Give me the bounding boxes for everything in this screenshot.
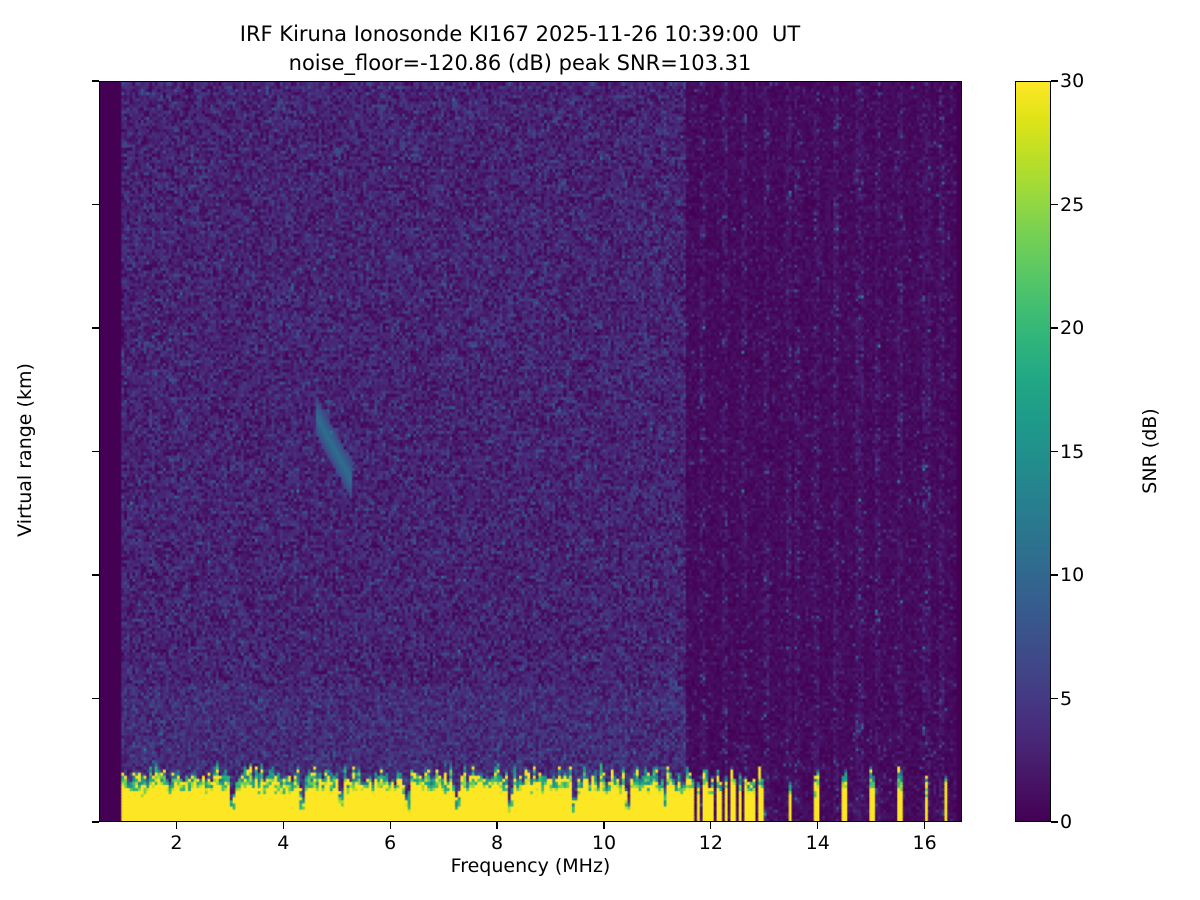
x-axis-label: Frequency (MHz) bbox=[450, 855, 611, 877]
x-tick-label: 2 bbox=[170, 832, 183, 854]
y-tick-mark bbox=[92, 821, 99, 823]
x-tick-label: 8 bbox=[491, 832, 504, 854]
y-tick-mark bbox=[92, 80, 99, 82]
x-tick-mark bbox=[389, 822, 391, 829]
x-tick-label: 6 bbox=[384, 832, 397, 854]
colorbar bbox=[1015, 81, 1051, 822]
y-tick-mark bbox=[92, 450, 99, 453]
x-tick-label: 12 bbox=[698, 832, 723, 854]
y-tick-mark bbox=[92, 697, 99, 700]
colorbar-tick-label: 20 bbox=[1060, 317, 1085, 339]
colorbar-tick-label: 0 bbox=[1060, 811, 1073, 833]
title-line-1: IRF Kiruna Ionosonde KI167 2025-11-26 10… bbox=[239, 22, 801, 46]
x-tick-label: 10 bbox=[591, 832, 617, 854]
colorbar-tick-label: 15 bbox=[1060, 440, 1085, 463]
x-tick-mark bbox=[603, 822, 605, 829]
y-tick-mark bbox=[92, 574, 99, 576]
colorbar-tick-mark bbox=[1051, 821, 1058, 823]
x-tick-label: 14 bbox=[805, 832, 830, 854]
y-axis-label: Virtual range (km) bbox=[14, 363, 36, 537]
ionogram-plot-area bbox=[99, 81, 962, 822]
ionogram-heatmap bbox=[100, 82, 961, 821]
title-line-2: noise_floor=-120.86 (dB) peak SNR=103.31 bbox=[288, 51, 752, 75]
x-tick-mark bbox=[282, 822, 284, 829]
colorbar-tick-label: 10 bbox=[1060, 564, 1085, 586]
colorbar-tick-mark bbox=[1051, 203, 1058, 206]
x-tick-mark bbox=[923, 822, 926, 829]
x-tick-mark bbox=[175, 822, 178, 829]
colorbar-label: SNR (dB) bbox=[1139, 408, 1161, 494]
colorbar-tick-mark bbox=[1051, 574, 1058, 576]
x-tick-label: 4 bbox=[277, 832, 290, 854]
colorbar-tick-label: 30 bbox=[1060, 70, 1085, 92]
colorbar-tick-mark bbox=[1051, 327, 1058, 329]
colorbar-tick-mark bbox=[1051, 450, 1058, 453]
x-tick-label: 16 bbox=[912, 832, 937, 854]
x-tick-mark bbox=[710, 822, 712, 829]
colorbar-tick-mark bbox=[1051, 697, 1058, 700]
x-tick-mark bbox=[496, 822, 498, 829]
colorbar-tick-label: 25 bbox=[1060, 193, 1085, 216]
figure-title: IRF Kiruna Ionosonde KI167 2025-11-26 10… bbox=[0, 20, 1040, 78]
x-tick-mark bbox=[817, 822, 819, 829]
colorbar-tick-mark bbox=[1051, 80, 1058, 82]
y-tick-mark bbox=[92, 203, 99, 206]
y-tick-mark bbox=[92, 327, 99, 329]
colorbar-tick-label: 5 bbox=[1060, 687, 1073, 710]
colorbar-gradient bbox=[1016, 82, 1050, 821]
